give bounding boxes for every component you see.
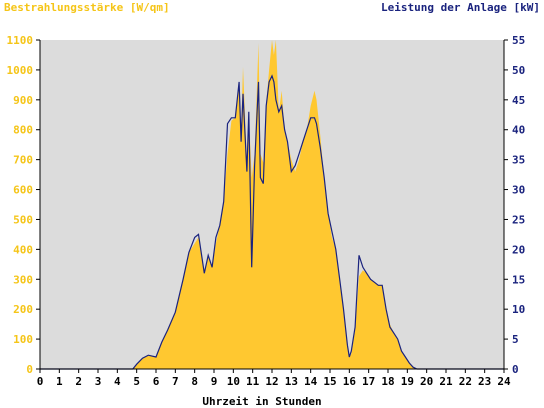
x-tick-label: 12 [265, 375, 278, 388]
y-left-tick-label: 1100 [7, 34, 34, 47]
y-left-tick-label: 300 [13, 273, 33, 286]
x-tick-label: 2 [75, 375, 82, 388]
y-left-tick-label: 900 [13, 94, 33, 107]
y-right-tick-label: 20 [512, 243, 525, 256]
x-tick-label: 23 [478, 375, 491, 388]
x-tick-label: 13 [285, 375, 298, 388]
x-tick-label: 5 [133, 375, 140, 388]
y-right-tick-label: 10 [512, 303, 525, 316]
y-left-tick-label: 700 [13, 154, 33, 167]
x-tick-label: 7 [172, 375, 179, 388]
x-tick-label: 6 [153, 375, 160, 388]
irradiance-area [40, 40, 504, 369]
x-tick-label: 1 [56, 375, 63, 388]
y-right-tick-label: 55 [512, 34, 525, 47]
power-line [40, 74, 504, 370]
x-tick-label: 16 [343, 375, 357, 388]
y-right-tick-label: 0 [512, 363, 519, 376]
x-tick-label: 19 [401, 375, 414, 388]
y-right-tick-label: 15 [512, 273, 525, 286]
x-tick-label: 18 [381, 375, 394, 388]
x-tick-label: 24 [497, 375, 511, 388]
y-left-tick-label: 400 [13, 243, 33, 256]
x-tick-label: 17 [362, 375, 375, 388]
x-tick-label: 14 [304, 375, 318, 388]
y-right-tick-label: 30 [512, 184, 525, 197]
y-left-tick-label: 800 [13, 124, 33, 137]
y-left-tick-label: 0 [26, 363, 33, 376]
x-tick-label: 20 [420, 375, 433, 388]
x-tick-label: 9 [211, 375, 218, 388]
right-axis-title: Leistung der Anlage [kW] [381, 1, 540, 14]
x-tick-label: 22 [459, 375, 472, 388]
left-axis-title: Bestrahlungsstärke [W/qm] [4, 1, 170, 14]
x-tick-label: 21 [439, 375, 453, 388]
ticks-layer: 0100200300400500600700800900100011000510… [7, 34, 526, 388]
y-left-tick-label: 500 [13, 213, 33, 226]
y-right-tick-label: 5 [512, 333, 519, 346]
y-right-tick-label: 35 [512, 154, 525, 167]
y-left-tick-label: 1000 [7, 64, 34, 77]
x-axis-title: Uhrzeit in Stunden [202, 395, 321, 408]
y-right-tick-label: 40 [512, 124, 525, 137]
y-left-tick-label: 600 [13, 184, 33, 197]
x-tick-label: 10 [227, 375, 240, 388]
x-tick-label: 11 [246, 375, 260, 388]
y-right-tick-label: 50 [512, 64, 525, 77]
x-tick-label: 3 [95, 375, 102, 388]
x-tick-label: 8 [191, 375, 198, 388]
y-left-tick-label: 100 [13, 333, 33, 346]
y-right-tick-label: 25 [512, 213, 525, 226]
x-tick-label: 0 [37, 375, 44, 388]
x-tick-label: 4 [114, 375, 121, 388]
x-tick-label: 15 [323, 375, 336, 388]
y-left-tick-label: 200 [13, 303, 33, 316]
series-layer [40, 40, 504, 370]
y-right-tick-label: 45 [512, 94, 525, 107]
